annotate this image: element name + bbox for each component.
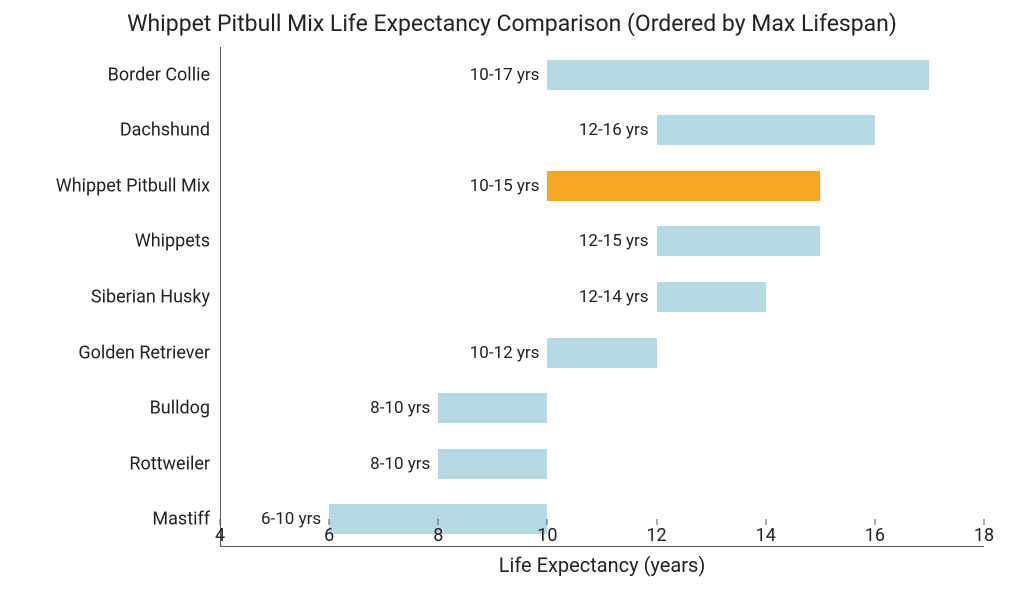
bars-layer: 10-17 yrs 12-16 yrs 10-15 yrs 12-15 yrs 12-1… (220, 47, 984, 547)
x-tick-label: 6 (324, 525, 334, 546)
range-label: 10-12 yrs (470, 343, 548, 363)
x-tick-label: 16 (865, 525, 885, 546)
y-axis-label: Whippets (135, 231, 210, 252)
y-axis-label: Whippet Pitbull Mix (56, 175, 210, 196)
bar-row (220, 60, 984, 90)
chart-title: Whippet Pitbull Mix Life Expectancy Comp… (20, 10, 1004, 37)
range-label: 10-17 yrs (470, 65, 548, 85)
chart-container: Whippet Pitbull Mix Life Expectancy Comp… (0, 0, 1024, 601)
range-label: 12-16 yrs (579, 120, 657, 140)
lifespan-bar (657, 115, 875, 145)
lifespan-bar (657, 282, 766, 312)
y-axis-label: Golden Retriever (78, 342, 210, 363)
lifespan-bar (547, 60, 929, 90)
x-tick-label: 12 (646, 525, 666, 546)
lifespan-bar (438, 449, 547, 479)
y-axis-label: Bulldog (150, 398, 210, 419)
lifespan-bar (547, 338, 656, 368)
bar-row (220, 449, 984, 479)
x-tick-label: 14 (756, 525, 776, 546)
x-axis: Life Expectancy (years) 4681012141618 (220, 525, 984, 547)
x-tick-label: 10 (537, 525, 557, 546)
range-label: 8-10 yrs (370, 454, 438, 474)
y-axis-labels: Border Collie Dachshund Whippet Pitbull Mi… (20, 47, 215, 547)
y-axis-label: Dachshund (120, 120, 210, 141)
y-axis-label: Border Collie (108, 64, 210, 85)
range-label: 8-10 yrs (370, 398, 438, 418)
lifespan-bar (547, 171, 820, 201)
range-label: 12-14 yrs (579, 287, 657, 307)
y-axis-label: Mastiff (152, 509, 210, 530)
y-axis-label: Rottweiler (129, 453, 210, 474)
x-axis-title: Life Expectancy (years) (499, 553, 706, 577)
lifespan-bar (438, 393, 547, 423)
bar-row (220, 393, 984, 423)
plot-area: Border CollieDachshundWhippet Pitbull Mi… (220, 47, 984, 547)
y-axis-label: Siberian Husky (91, 287, 210, 308)
bar-row (220, 171, 984, 201)
bar-row (220, 338, 984, 368)
lifespan-bar (657, 226, 821, 256)
range-label: 10-15 yrs (470, 176, 548, 196)
x-tick-label: 8 (433, 525, 443, 546)
x-tick-label: 4 (215, 525, 225, 546)
range-label: 12-15 yrs (579, 231, 657, 251)
x-tick-label: 18 (974, 525, 994, 546)
